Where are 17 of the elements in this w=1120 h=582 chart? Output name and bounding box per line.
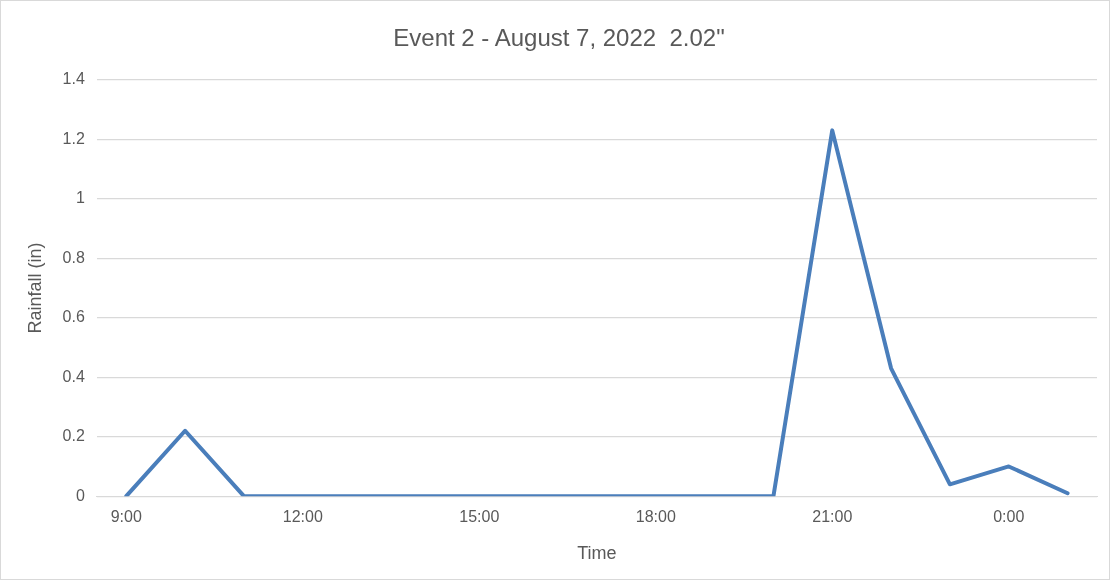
y-tick-label: 0.6 <box>62 308 85 326</box>
y-tick-label: 0.4 <box>62 367 85 385</box>
x-tick-label: 15:00 <box>459 508 500 526</box>
y-tick-label: 1.4 <box>62 70 85 88</box>
y-tick-label: 0.8 <box>62 248 85 266</box>
x-axis-title: Time <box>577 543 617 564</box>
chart-title: Event 2 - August 7, 2022 2.02" <box>393 24 725 52</box>
x-tick-label: 18:00 <box>635 508 676 526</box>
x-tick-label: 12:00 <box>282 508 323 526</box>
y-tick-label: 0.2 <box>62 427 85 445</box>
y-tick-label: 1 <box>75 189 85 207</box>
y-tick-label: 0 <box>75 486 85 504</box>
x-tick-label: 21:00 <box>812 508 853 526</box>
y-axis-title: Rainfall (in) <box>24 242 45 334</box>
y-tick-label: 1.2 <box>62 129 85 147</box>
x-tick-label: 0:00 <box>993 508 1025 526</box>
x-tick-label: 9:00 <box>110 508 142 526</box>
